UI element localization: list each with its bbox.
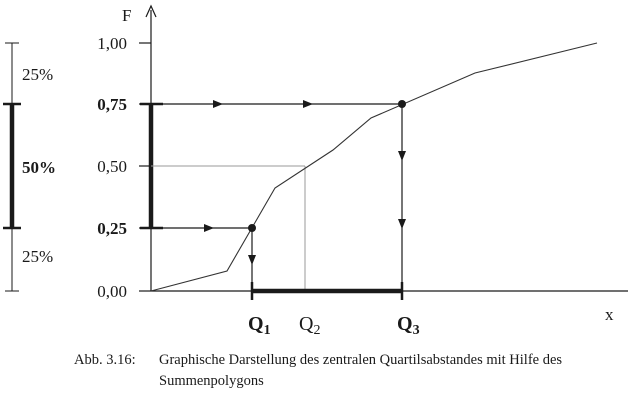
- iqr-bar: [252, 282, 402, 300]
- left-bracket-middle: 50%: [3, 104, 56, 228]
- y-axis-label: F: [122, 6, 131, 25]
- caption-number: Abb. 3.16:: [74, 350, 159, 371]
- bracket-label-lower: 25%: [22, 247, 53, 266]
- quartile-diagram: F x 1,00 0,75 0,50 0,25 0,00 25% 50% 25%: [0, 0, 639, 345]
- bracket-label-middle: 50%: [22, 158, 56, 177]
- x-axis-label: x: [605, 305, 614, 324]
- y-tick-label: 0,25: [97, 219, 127, 238]
- y-tick-label: 0,00: [97, 282, 127, 301]
- q1-label: Q1: [248, 313, 271, 338]
- left-bracket-lower: 25%: [5, 228, 53, 291]
- caption-text: Graphische Darstellung des zentralen Qua…: [159, 350, 629, 392]
- cumulative-polygon: [151, 43, 597, 291]
- y-tick-label: 0,50: [97, 157, 127, 176]
- y-tick-1.00: 1,00: [97, 34, 151, 53]
- y-tick-0.50: 0,50: [97, 157, 151, 176]
- q3-label: Q3: [397, 313, 420, 338]
- q1-arrow-path: [151, 228, 252, 291]
- q2-label: Q2: [299, 313, 320, 338]
- left-bracket-upper: 25%: [5, 43, 53, 104]
- bracket-label-upper: 25%: [22, 65, 53, 84]
- q3-point: [398, 100, 406, 108]
- q1-point: [248, 224, 256, 232]
- q3-arrow-path: [151, 104, 402, 291]
- y-tick-0.00: 0,00: [97, 282, 151, 301]
- y-tick-label: 1,00: [97, 34, 127, 53]
- y-tick-label: 0,75: [97, 95, 127, 114]
